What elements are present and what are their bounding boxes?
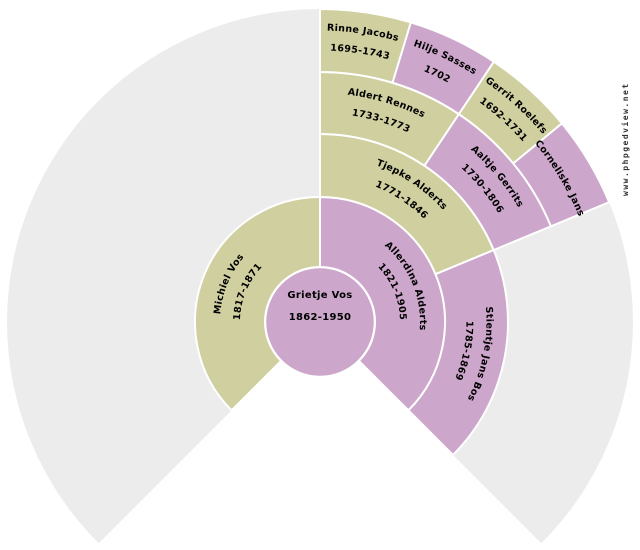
sector-michiel-vos[interactable] [194, 195, 321, 412]
sector-layer [194, 7, 611, 457]
label-grietje-vos-dates: 1862-1950 [289, 312, 352, 323]
sector-stientje-jans-bos[interactable] [406, 248, 509, 457]
label-grietje-vos-name: Grietje Vos [287, 290, 352, 301]
phpgedview-watermark: www.phpgedview.net [620, 82, 630, 196]
sector-corneliske-jans[interactable] [511, 122, 611, 228]
